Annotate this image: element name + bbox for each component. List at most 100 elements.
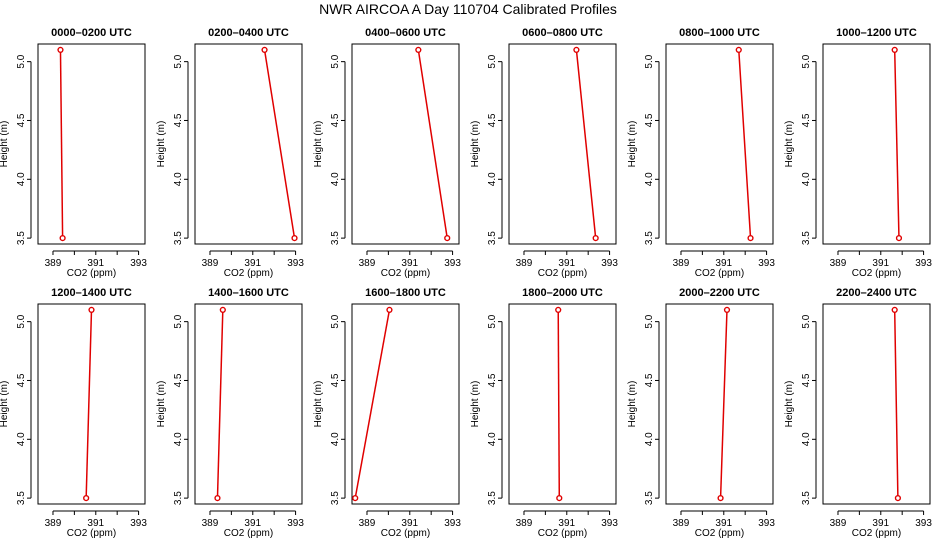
y-tick-label: 3.5 — [801, 231, 812, 245]
x-tick-label: 391 — [715, 518, 732, 529]
profile-line — [354, 309, 391, 499]
x-tick-label: 393 — [287, 258, 304, 269]
profile-line — [893, 49, 900, 239]
y-axis-label: Height (m) — [0, 121, 10, 168]
x-axis: 389 391 393 CO2 (ppm) — [359, 510, 461, 539]
x-axis: 389 391 393 CO2 (ppm) — [673, 510, 775, 539]
y-axis: 3.5 4.0 4.5 5.0 Height (m) — [627, 54, 660, 245]
profile-panel: 1000–1200 UTC 389 391 393 CO2 (ppm) 3.5 4.0 4.5… — [784, 27, 932, 279]
plot-frame — [508, 43, 617, 245]
x-tick-label: 393 — [758, 518, 775, 529]
profile-point — [352, 495, 359, 502]
y-axis-label: Height (m) — [627, 381, 638, 428]
panels-grid: 0000–0200 UTC 389 391 393 CO2 (ppm) 3.5 4.0 4.5… — [0, 27, 932, 539]
profile-point — [717, 495, 724, 502]
profile-point — [219, 306, 226, 313]
y-axis: 3.5 4.0 4.5 5.0 Height (m) — [470, 54, 503, 245]
x-axis: 389 391 393 CO2 (ppm) — [516, 510, 618, 539]
y-tick-label: 3.5 — [16, 231, 27, 245]
profile-point — [415, 46, 422, 53]
x-tick-label: 389 — [673, 518, 690, 529]
y-axis-label: Height (m) — [627, 121, 638, 168]
y-tick-label: 3.5 — [801, 491, 812, 505]
y-tick-label: 3.5 — [173, 231, 184, 245]
profile-panel: 1800–2000 UTC 389 391 393 CO2 (ppm) 3.5 4.0 4.5… — [470, 287, 618, 539]
profile-point — [386, 306, 393, 313]
x-tick-label: 389 — [830, 258, 847, 269]
y-tick-label: 5.0 — [173, 54, 184, 68]
y-tick-label: 5.0 — [487, 54, 498, 68]
y-tick-label: 3.5 — [16, 491, 27, 505]
plot-frame — [37, 43, 146, 245]
y-tick-label: 4.0 — [330, 172, 341, 186]
y-tick-label: 5.0 — [16, 314, 27, 328]
profile-line — [719, 309, 728, 499]
y-tick-label: 3.5 — [173, 491, 184, 505]
profile-line — [575, 49, 597, 239]
x-axis-label: CO2 (ppm) — [224, 268, 273, 279]
y-axis-label: Height (m) — [313, 121, 324, 168]
y-tick-label: 4.5 — [330, 373, 341, 387]
y-axis: 3.5 4.0 4.5 5.0 Height (m) — [0, 314, 32, 505]
y-axis-label: Height (m) — [470, 381, 481, 428]
y-tick-label: 4.0 — [16, 172, 27, 186]
y-axis-label: Height (m) — [470, 121, 481, 168]
x-axis-label: CO2 (ppm) — [695, 268, 744, 279]
y-tick-label: 5.0 — [801, 54, 812, 68]
profile-line — [893, 309, 899, 499]
y-axis: 3.5 4.0 4.5 5.0 Height (m) — [156, 314, 189, 505]
profile-line — [263, 49, 296, 239]
x-tick-label: 391 — [244, 518, 261, 529]
x-tick-label: 393 — [601, 518, 618, 529]
panel-title: 0400–0600 UTC — [365, 27, 446, 39]
x-tick-label: 389 — [673, 258, 690, 269]
profile-panel: 1200–1400 UTC 389 391 393 CO2 (ppm) 3.5 4.0 4.5… — [0, 287, 147, 539]
x-axis: 389 391 393 CO2 (ppm) — [202, 510, 304, 539]
x-tick-label: 393 — [130, 258, 147, 269]
y-tick-label: 5.0 — [330, 54, 341, 68]
panel-title: 1600–1800 UTC — [365, 287, 446, 299]
panel-title: 0000–0200 UTC — [51, 27, 132, 39]
profile-panel: 0400–0600 UTC 389 391 393 CO2 (ppm) 3.5 4.0 4.5… — [313, 27, 461, 279]
x-axis: 389 391 393 CO2 (ppm) — [830, 510, 932, 539]
y-axis: 3.5 4.0 4.5 5.0 Height (m) — [0, 54, 32, 245]
y-tick-label: 4.0 — [16, 432, 27, 446]
x-tick-label: 389 — [359, 258, 376, 269]
profile-point — [83, 495, 90, 502]
x-tick-label: 389 — [359, 518, 376, 529]
x-axis: 389 391 393 CO2 (ppm) — [359, 250, 461, 279]
x-axis-label: CO2 (ppm) — [381, 268, 430, 279]
profile-panel: 0200–0400 UTC 389 391 393 CO2 (ppm) 3.5 4.0 4.5… — [156, 27, 304, 279]
profile-line — [738, 49, 752, 239]
x-tick-label: 389 — [830, 518, 847, 529]
x-tick-label: 389 — [45, 518, 62, 529]
y-tick-label: 4.0 — [173, 172, 184, 186]
panel-title: 1000–1200 UTC — [836, 27, 917, 39]
y-axis: 3.5 4.0 4.5 5.0 Height (m) — [627, 314, 660, 505]
profile-point — [723, 306, 731, 313]
panel-title: 1800–2000 UTC — [522, 287, 603, 299]
y-tick-label: 4.5 — [330, 113, 341, 127]
plot-frame — [351, 303, 460, 505]
x-tick-label: 391 — [401, 258, 418, 269]
y-tick-label: 4.0 — [644, 432, 655, 446]
x-axis-label: CO2 (ppm) — [67, 268, 116, 279]
y-tick-label: 4.5 — [16, 113, 27, 127]
x-tick-label: 389 — [202, 258, 219, 269]
plot-frame — [194, 303, 303, 505]
y-tick-label: 4.0 — [487, 172, 498, 186]
y-tick-label: 4.5 — [487, 113, 498, 127]
x-tick-label: 393 — [287, 518, 304, 529]
y-axis-label: Height (m) — [156, 121, 167, 168]
x-tick-label: 389 — [516, 258, 533, 269]
y-tick-label: 4.5 — [173, 373, 184, 387]
x-axis-label: CO2 (ppm) — [538, 528, 587, 539]
panel-title: 0800–1000 UTC — [679, 27, 760, 39]
x-tick-label: 391 — [715, 258, 732, 269]
x-tick-label: 389 — [202, 518, 219, 529]
panel-title: 0600–0800 UTC — [522, 27, 603, 39]
plot-frame — [665, 303, 774, 505]
figure-title: NWR AIRCOA A Day 110704 Calibrated Profi… — [319, 1, 617, 17]
profile-panel: 0600–0800 UTC 389 391 393 CO2 (ppm) 3.5 4.0 4.5… — [470, 27, 618, 279]
